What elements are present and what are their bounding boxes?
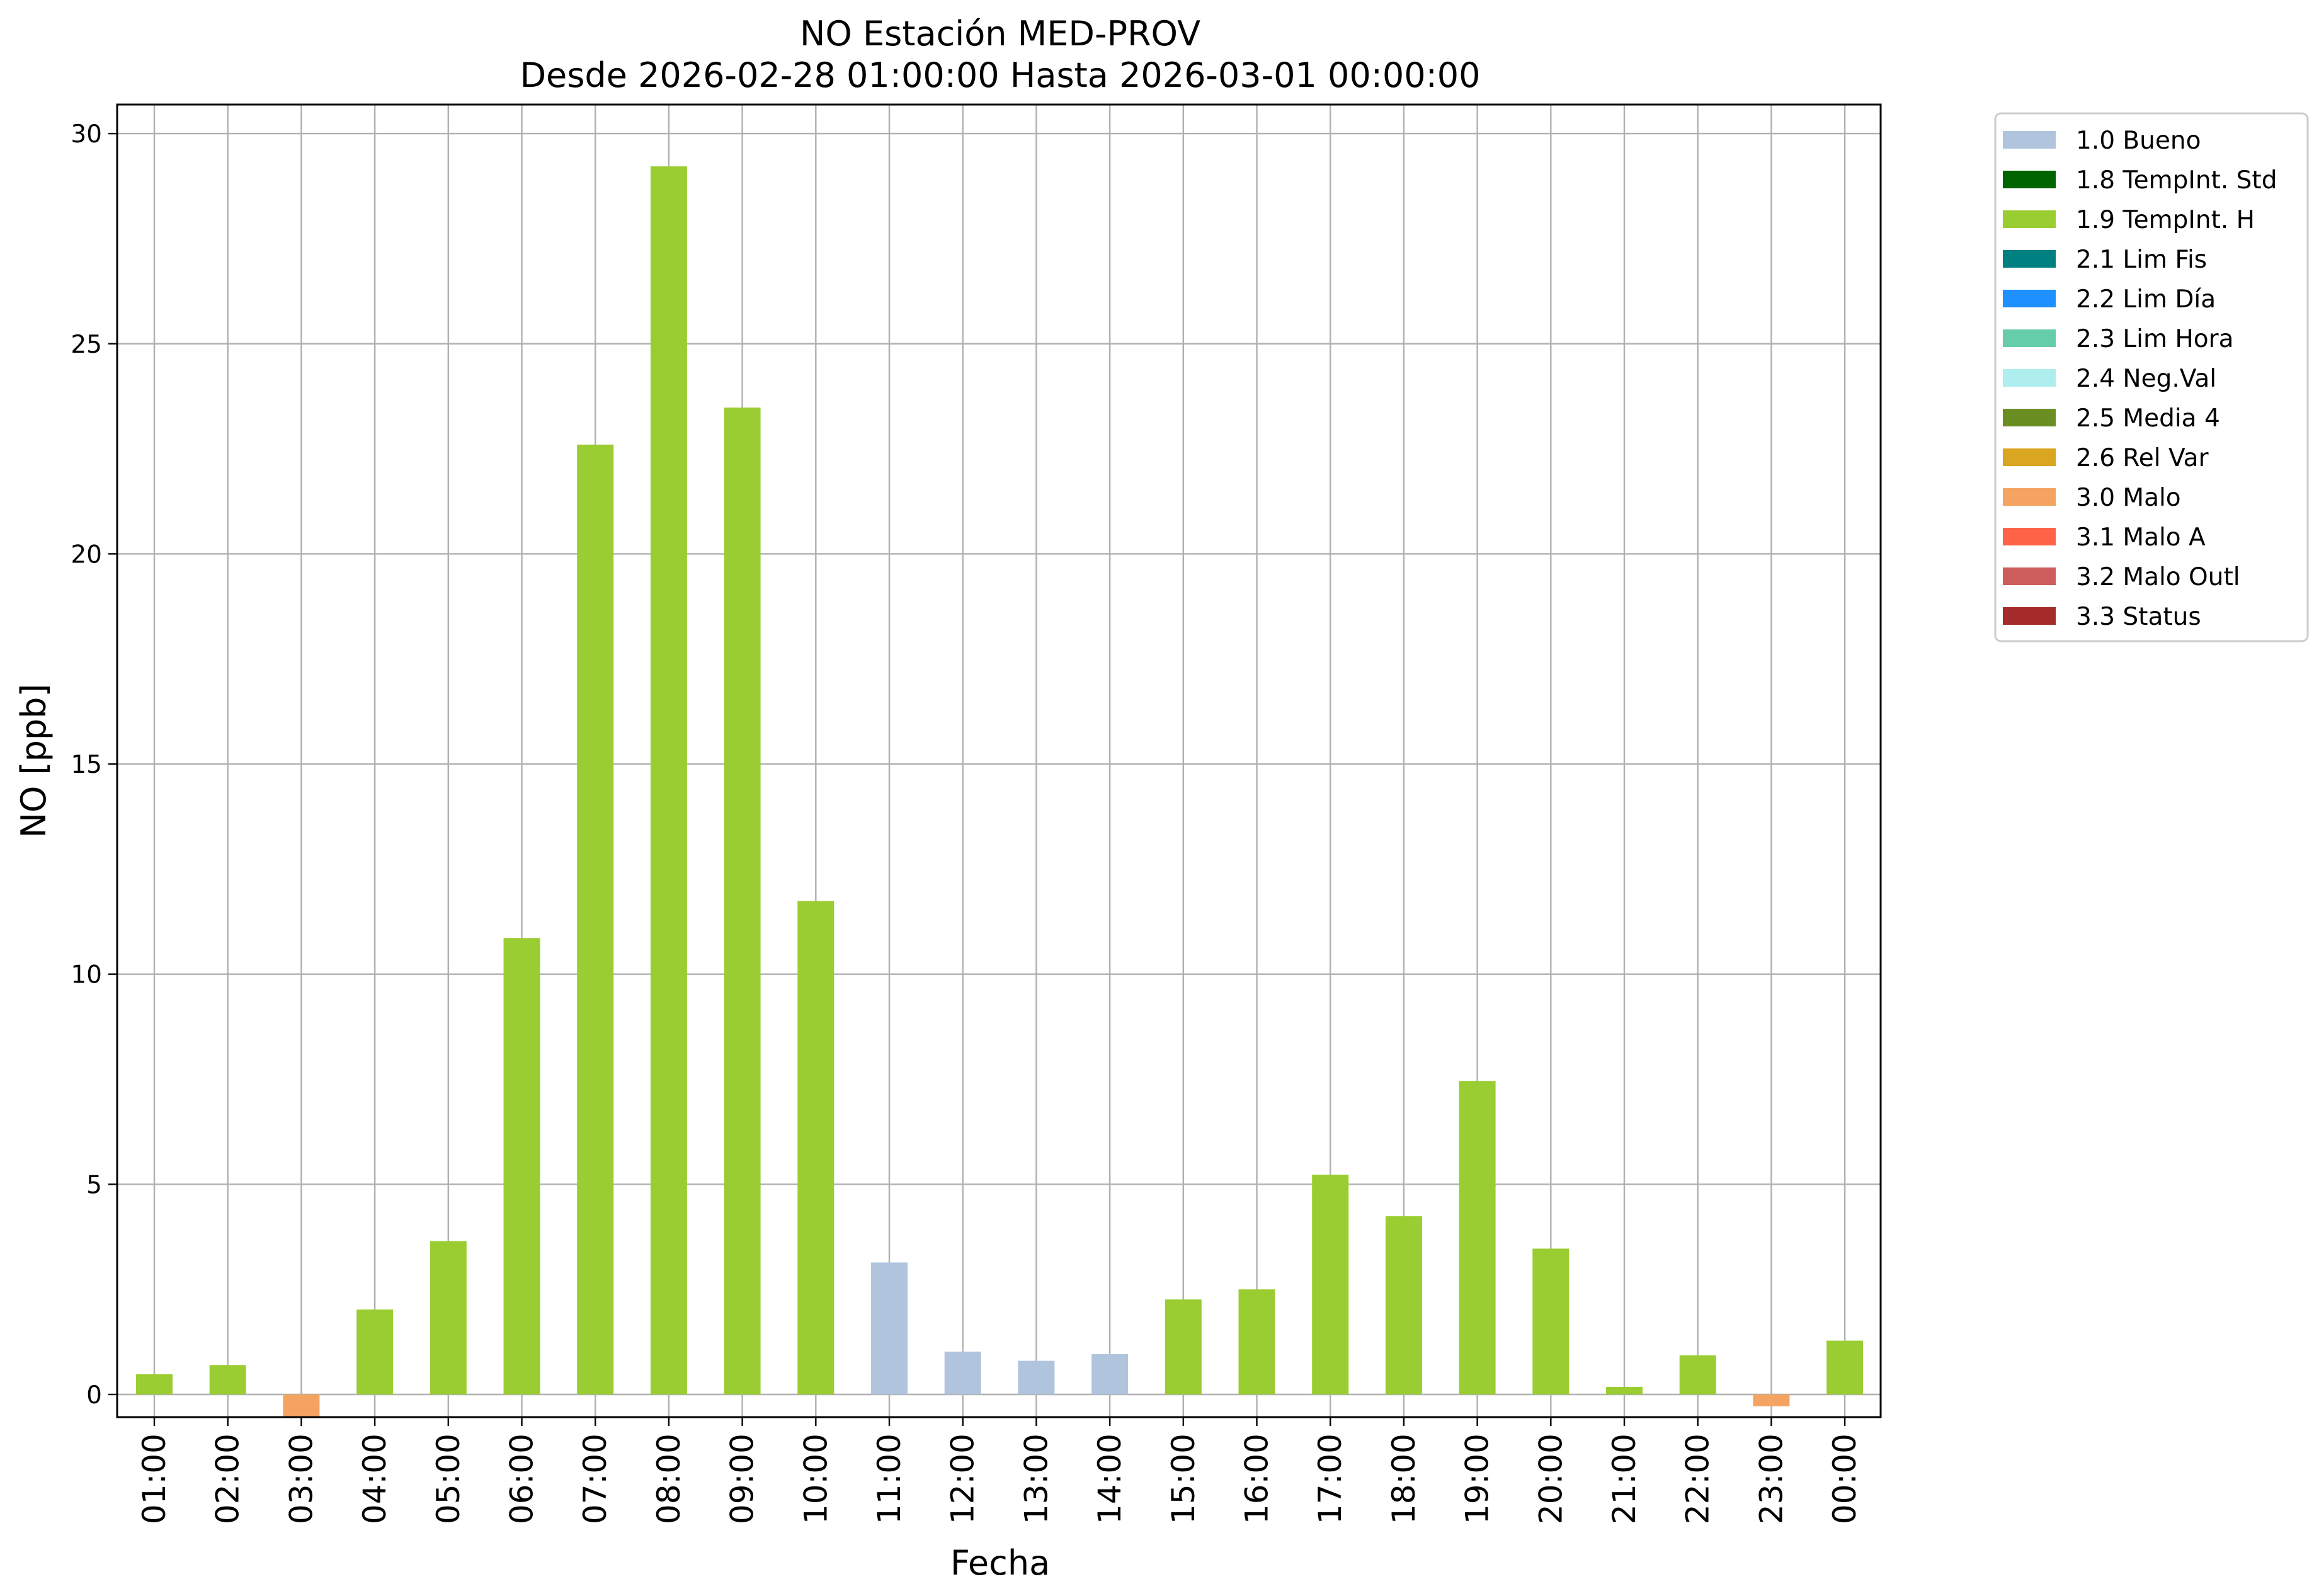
- legend-swatch: [2003, 131, 2056, 149]
- bar: [430, 1241, 467, 1394]
- bar: [1753, 1394, 1790, 1406]
- legend-swatch: [2003, 329, 2056, 347]
- y-axis: 0 5 10 15 20 25 30: [71, 120, 117, 1410]
- bar: [209, 1365, 246, 1394]
- x-tick-label: 08:00: [651, 1434, 687, 1524]
- y-tick-label: 25: [71, 331, 102, 359]
- bar: [577, 444, 614, 1394]
- legend-label: 1.0 Bueno: [2076, 127, 2201, 155]
- x-axis-label: Fecha: [950, 1543, 1050, 1583]
- bars: [136, 166, 1864, 1418]
- bar: [356, 1309, 394, 1394]
- y-tick-label: 10: [71, 961, 102, 989]
- x-tick-label: 01:00: [136, 1434, 173, 1524]
- legend: 1.0 Bueno 1.8 TempInt. Std 1.9 TempInt. H 2…: [1994, 112, 2309, 642]
- legend-swatch: [2003, 607, 2056, 625]
- legend-label: 3.1 Malo A: [2076, 523, 2206, 552]
- legend-label: 2.4 Neg.Val: [2076, 365, 2216, 393]
- y-tick-label: 0: [86, 1381, 102, 1410]
- x-tick-label: 15:00: [1165, 1434, 1202, 1524]
- plot-frame: [116, 103, 1882, 1418]
- legend-label: 2.2 Lim Día: [2076, 285, 2216, 314]
- chart-title: NO Estación MED-PROV: [800, 14, 1200, 54]
- x-tick-label: 13:00: [1018, 1434, 1054, 1524]
- bar: [1165, 1299, 1202, 1394]
- legend-swatch: [2003, 488, 2056, 506]
- x-tick-label: 23:00: [1753, 1434, 1789, 1524]
- bar: [1385, 1216, 1422, 1394]
- legend-swatch: [2003, 528, 2056, 545]
- legend-swatch: [2003, 250, 2056, 268]
- legend-label: 2.5 Media 4: [2076, 404, 2220, 433]
- x-tick-label: 02:00: [210, 1434, 246, 1524]
- legend-swatch: [2003, 171, 2056, 188]
- y-tick-label: 20: [71, 540, 102, 569]
- chart-subtitle: Desde 2026-02-28 01:00:00 Hasta 2026-03-…: [520, 55, 1480, 95]
- y-tick-label: 5: [86, 1171, 102, 1199]
- legend-label: 3.0 Malo: [2076, 484, 2181, 512]
- bar: [1238, 1289, 1275, 1394]
- legend-label: 3.2 Malo Outl: [2076, 563, 2240, 591]
- x-tick-label: 09:00: [724, 1434, 761, 1524]
- x-tick-label: 07:00: [577, 1434, 613, 1524]
- x-tick-label: 11:00: [871, 1434, 908, 1524]
- y-tick-label: 30: [71, 120, 102, 149]
- bar: [724, 408, 761, 1394]
- x-tick-label: 16:00: [1239, 1434, 1275, 1524]
- bar: [871, 1262, 908, 1394]
- x-tick-label: 06:00: [504, 1434, 540, 1524]
- legend-swatch: [2003, 448, 2056, 466]
- x-tick-label: 05:00: [430, 1434, 467, 1524]
- x-tick-label: 03:00: [283, 1434, 319, 1524]
- x-axis: 01:00 02:00 03:00 04:00 05:00 06:00 07:00 08:00…: [136, 1417, 1863, 1524]
- x-tick-label: 00:00: [1826, 1434, 1863, 1524]
- legend-label: 3.3 Status: [2076, 603, 2201, 631]
- legend-swatch: [2003, 210, 2056, 228]
- legend-swatch: [2003, 567, 2056, 585]
- x-tick-label: 14:00: [1091, 1434, 1128, 1524]
- x-tick-label: 10:00: [797, 1434, 834, 1524]
- bar: [283, 1394, 320, 1418]
- x-tick-label: 19:00: [1459, 1434, 1496, 1524]
- bar: [136, 1374, 173, 1394]
- legend-label: 2.3 Lim Hora: [2076, 325, 2234, 353]
- x-tick-label: 21:00: [1606, 1434, 1643, 1524]
- bar: [1091, 1354, 1129, 1394]
- bar: [1018, 1360, 1055, 1394]
- bar: [1606, 1386, 1643, 1394]
- bar: [944, 1351, 981, 1394]
- bar: [650, 166, 687, 1394]
- x-tick-label: 20:00: [1532, 1434, 1569, 1524]
- y-axis-label: NO [ppb]: [14, 683, 54, 838]
- x-tick-label: 04:00: [356, 1434, 393, 1524]
- bar: [1679, 1355, 1716, 1394]
- bar: [503, 938, 540, 1394]
- bar: [1532, 1248, 1570, 1394]
- x-tick-label: 12:00: [945, 1434, 981, 1524]
- legend-label: 2.1 Lim Fis: [2076, 246, 2207, 274]
- legend-label: 1.9 TempInt. H: [2076, 206, 2255, 234]
- bar: [797, 901, 835, 1394]
- x-tick-label: 22:00: [1680, 1434, 1716, 1524]
- x-tick-label: 17:00: [1312, 1434, 1348, 1524]
- bar: [1312, 1175, 1349, 1394]
- legend-swatch: [2003, 369, 2056, 387]
- bar: [1826, 1340, 1864, 1394]
- legend-label: 1.8 TempInt. Std: [2076, 166, 2277, 195]
- legend-box: [1994, 112, 2309, 642]
- bar: [1459, 1081, 1496, 1394]
- y-tick-label: 15: [71, 751, 102, 779]
- legend-label: 2.6 Rel Var: [2076, 444, 2209, 472]
- x-tick-label: 18:00: [1386, 1434, 1422, 1524]
- legend-swatch: [2003, 290, 2056, 307]
- legend-swatch: [2003, 409, 2056, 426]
